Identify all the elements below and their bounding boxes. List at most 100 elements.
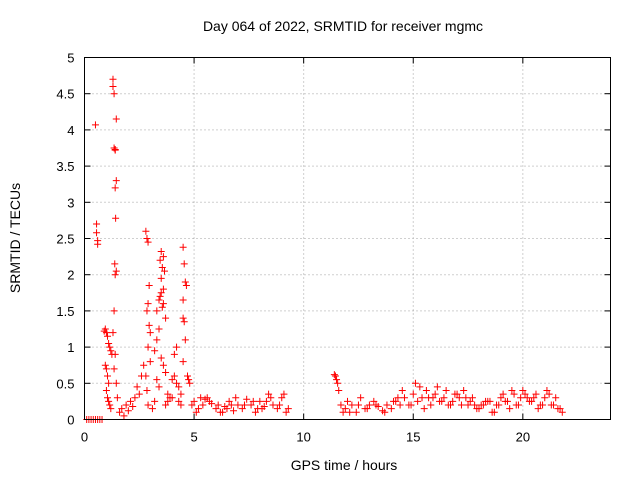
data-point: [173, 379, 181, 387]
data-point: [273, 405, 281, 413]
data-point: [112, 177, 120, 185]
data-point: [131, 394, 139, 402]
data-point: [116, 408, 124, 416]
data-point: [94, 240, 102, 248]
data-point: [519, 387, 527, 395]
data-point: [162, 368, 170, 376]
data-point: [357, 394, 365, 402]
data-point: [438, 397, 446, 405]
data-point: [159, 361, 167, 369]
data-point: [447, 401, 455, 409]
data-point: [105, 339, 113, 347]
data-point: [251, 408, 259, 416]
data-point: [331, 372, 339, 380]
data-point: [157, 354, 165, 362]
data-point: [468, 394, 476, 402]
data-point: [416, 383, 424, 391]
x-tick-label: 20: [516, 430, 530, 445]
data-point: [383, 401, 391, 409]
data-point: [153, 307, 161, 315]
data-point: [512, 401, 520, 409]
data-point: [440, 394, 448, 402]
data-point: [110, 307, 118, 315]
data-point: [127, 397, 135, 405]
data-point: [180, 260, 188, 268]
data-point: [223, 405, 231, 413]
x-tick-label: 15: [406, 430, 420, 445]
data-point: [106, 401, 114, 409]
data-point: [104, 332, 112, 340]
data-point: [164, 397, 172, 405]
data-point: [429, 394, 437, 402]
data-point: [460, 387, 468, 395]
data-point: [153, 336, 161, 344]
data-point: [558, 408, 566, 416]
data-point: [190, 397, 198, 405]
data-point: [156, 256, 164, 264]
data-point: [144, 238, 152, 246]
data-point: [201, 395, 209, 403]
data-point: [112, 379, 120, 387]
data-point: [180, 318, 188, 326]
y-tick-label: 4.5: [56, 87, 74, 102]
data-point: [129, 402, 137, 410]
chart-title: Day 064 of 2022, SRMTID for receiver mgm…: [203, 18, 483, 34]
data-points: [83, 75, 566, 423]
data-point: [143, 387, 151, 395]
data-point: [506, 405, 514, 413]
data-point: [219, 408, 227, 416]
data-point: [227, 401, 235, 409]
data-point: [159, 285, 167, 293]
data-point: [457, 401, 465, 409]
data-point: [499, 390, 507, 398]
data-point: [162, 401, 170, 409]
data-point: [547, 401, 555, 409]
data-point: [247, 401, 255, 409]
data-point: [495, 401, 503, 409]
data-point: [539, 401, 547, 409]
data-point: [158, 263, 166, 271]
data-point: [346, 408, 354, 416]
data-point: [146, 329, 154, 337]
data-point: [124, 407, 132, 415]
data-point: [473, 405, 481, 413]
data-point: [101, 361, 109, 369]
data-point: [146, 358, 154, 366]
data-point: [394, 394, 402, 402]
data-point: [471, 401, 479, 409]
x-tick-labels: 0 5 10 15 20: [81, 430, 530, 445]
data-point: [521, 390, 529, 398]
data-point: [451, 390, 459, 398]
data-point: [109, 75, 117, 83]
data-point: [110, 90, 118, 98]
data-point: [143, 235, 151, 242]
data-point: [238, 405, 246, 413]
data-point: [497, 394, 505, 402]
data-point: [185, 376, 193, 384]
data-point: [348, 401, 356, 409]
data-point: [156, 292, 164, 300]
data-point: [144, 300, 152, 308]
data-point: [104, 372, 112, 380]
data-point: [164, 390, 172, 398]
data-point: [170, 372, 178, 380]
data-point: [142, 227, 150, 235]
data-point: [102, 387, 110, 395]
data-point: [398, 387, 406, 395]
data-point: [282, 408, 290, 416]
y-tick-label: 1: [67, 340, 74, 355]
data-point: [199, 401, 207, 409]
data-point: [148, 405, 156, 413]
data-point: [197, 394, 205, 402]
data-point: [387, 405, 395, 413]
data-point: [462, 394, 470, 402]
data-point: [466, 397, 474, 405]
data-point: [418, 394, 426, 402]
data-point: [107, 405, 115, 413]
data-point: [107, 347, 115, 355]
data-point: [188, 401, 196, 409]
data-point: [427, 401, 435, 409]
data-point: [140, 361, 148, 369]
data-point: [396, 401, 404, 409]
data-point: [170, 350, 178, 358]
